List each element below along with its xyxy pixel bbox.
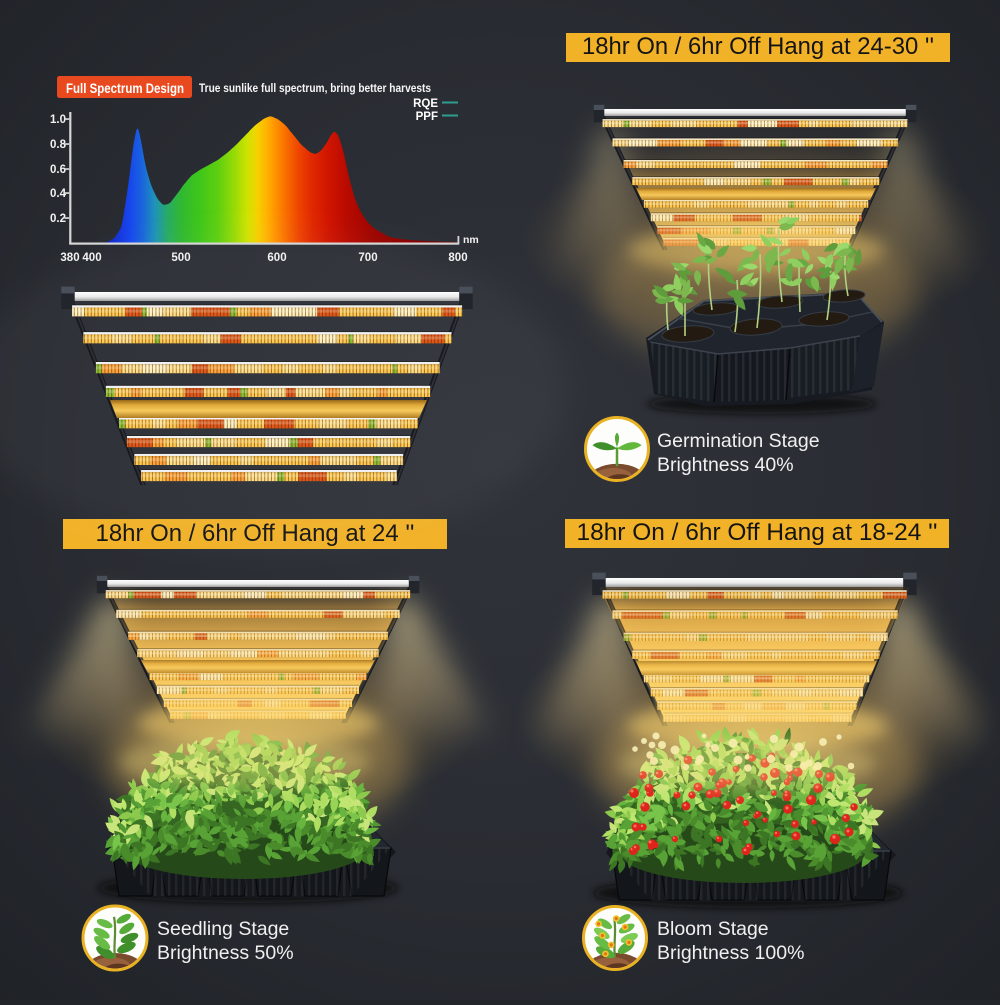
svg-text:True sunlike full spectrum, br: True sunlike full spectrum, bring better…: [199, 83, 431, 95]
svg-text:1.0: 1.0: [50, 114, 66, 126]
svg-text:380: 380: [60, 252, 79, 264]
svg-text:Full Spectrum Design: Full Spectrum Design: [66, 80, 184, 96]
svg-text:Brightness 50%: Brightness 50%: [157, 942, 294, 964]
svg-text:18hr On / 6hr Off Hang at 18-2: 18hr On / 6hr Off Hang at 18-24 '': [577, 519, 938, 546]
svg-text:Bloom Stage: Bloom Stage: [657, 918, 769, 940]
svg-text:PPF: PPF: [416, 111, 438, 123]
svg-text:Brightness 40%: Brightness 40%: [657, 454, 794, 476]
svg-text:800: 800: [448, 252, 467, 264]
svg-text:nm: nm: [463, 234, 479, 246]
svg-text:0.6: 0.6: [50, 164, 66, 176]
svg-text:RQE: RQE: [413, 98, 438, 110]
svg-text:Germination Stage: Germination Stage: [657, 430, 820, 452]
svg-text:0.2: 0.2: [50, 213, 66, 225]
svg-text:0.4: 0.4: [50, 188, 67, 200]
svg-text:18hr On / 6hr Off Hang at 24-3: 18hr On / 6hr Off Hang at 24-30 '': [582, 33, 934, 60]
svg-text:Brightness 100%: Brightness 100%: [657, 942, 804, 964]
svg-text:0.8: 0.8: [50, 139, 67, 151]
svg-text:Seedling Stage: Seedling Stage: [157, 918, 289, 940]
